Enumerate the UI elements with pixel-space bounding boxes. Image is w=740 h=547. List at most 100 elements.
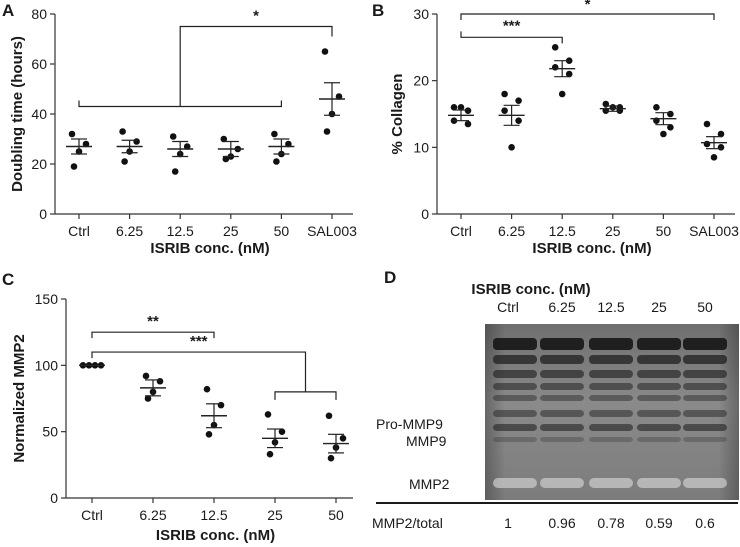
gel-ratio-value: 1	[504, 515, 512, 531]
panel-a-xtick-label: Ctrl	[68, 223, 90, 239]
gel-band	[589, 424, 633, 431]
panel-b-data-point	[558, 90, 566, 98]
panel-b-ytick-label: 20	[413, 73, 429, 89]
gel-band	[637, 338, 681, 350]
panel-c-y-axis-label: Normalized MMP2	[11, 334, 28, 462]
panel-c-sig-label: ***	[190, 333, 208, 350]
gel-band	[589, 370, 633, 378]
panel-b-data-point	[515, 97, 522, 104]
panel-b-data-point	[501, 90, 508, 98]
gel-band	[540, 370, 584, 378]
gel-band	[589, 395, 633, 401]
panel-c-xtick-label: 12.5	[200, 507, 227, 523]
panel-b-data-point	[565, 70, 573, 78]
gel-band	[493, 355, 537, 364]
gel-band	[589, 410, 633, 417]
gel-band	[589, 338, 633, 350]
gel-band	[589, 355, 633, 364]
panel-b-data-point	[717, 130, 725, 138]
panel-c-sig-bracket	[91, 331, 215, 339]
panel-c-sig-bracket	[91, 351, 307, 392]
panel-b-ytick-label: 30	[413, 6, 429, 22]
panel-a-data-point	[133, 138, 140, 145]
gel-band	[540, 437, 584, 442]
panel-c-data-point	[205, 431, 213, 438]
gel-band	[683, 395, 727, 401]
panel-a-chart: 0 20 40 60 80 Ctrl 6.25 12.5 25 50 SAL003 Doubling …	[9, 6, 357, 257]
gel-band-mmp2	[540, 478, 584, 488]
panel-b-data-point	[667, 110, 674, 118]
gel-lane-label: 25	[651, 299, 667, 315]
gel-band	[540, 338, 584, 350]
gel-band	[683, 424, 727, 431]
gel-ratio-value: 0.6	[695, 515, 715, 531]
gel-band	[589, 437, 633, 442]
panel-a-y-axis-label: Doubling time (hours)	[9, 36, 26, 192]
gel-lane-label: Ctrl	[497, 299, 519, 315]
gel-band	[683, 410, 727, 417]
panel-c-data-point	[144, 395, 152, 402]
panel-a-xtick-label: 12.5	[167, 223, 194, 239]
panel-a-data-point	[285, 140, 292, 148]
panel-b-data-point	[450, 104, 458, 111]
panel-b-data-point	[515, 117, 522, 124]
panel-a-xtick-label: 6.25	[116, 223, 143, 239]
panel-b-x-axis-label: ISRIB conc. (nM)	[532, 240, 651, 257]
gel-band	[493, 437, 537, 442]
panel-b-sig-label: *	[585, 0, 591, 13]
gel-band	[540, 355, 584, 364]
gel-band	[683, 437, 727, 442]
panel-a-data-point	[273, 158, 280, 165]
panel-b-data-point	[703, 120, 711, 128]
gel-title: ISRIB conc. (nM)	[471, 281, 590, 298]
panel-b-xtick-label: SAL003	[689, 223, 739, 239]
panel-c-data-point	[203, 385, 211, 393]
panel-b-sig-label: ***	[503, 17, 521, 34]
gel-band	[683, 383, 727, 390]
gel-band	[683, 370, 727, 378]
panel-c-sig-label: **	[147, 313, 159, 330]
panel-b-data-point	[457, 104, 465, 111]
panel-b-data-point	[501, 107, 508, 114]
panel-a-ytick-label: 40	[31, 106, 47, 122]
panel-a-data-point	[119, 128, 126, 135]
panel-b-data-point	[551, 64, 559, 71]
panel-a-ytick-label: 80	[31, 6, 47, 22]
panel-b-xtick-label: 25	[605, 223, 621, 239]
panel-c-data-point	[264, 411, 272, 418]
gel-band	[493, 370, 537, 378]
panel-c-data-point	[325, 412, 333, 420]
panel-b-data-point	[551, 44, 559, 51]
gel-band	[637, 355, 681, 364]
panel-b-ytick-label: 0	[421, 206, 429, 222]
gel-band-mmp2	[683, 478, 727, 488]
gel-band	[589, 383, 633, 390]
panel-a-data-point	[220, 135, 228, 143]
panel-c-chart: 0 50 100 150 Ctrl 6.25 12.5 25 50 Normalized MMP2…	[11, 291, 353, 544]
panel-b-sig-bracket	[460, 31, 563, 44]
panel-a-ytick-label: 0	[39, 206, 47, 222]
gel-lane-label: 6.25	[548, 299, 575, 315]
gel-band	[493, 395, 537, 401]
gel-band	[540, 410, 584, 417]
panel-a-data-point	[335, 93, 343, 100]
panel-a-data-point	[271, 130, 278, 138]
panel-c-data-point	[327, 454, 335, 462]
gel-ratio-value: 0.59	[645, 515, 672, 531]
panel-b-data-point	[710, 154, 718, 161]
panel-a-data-point	[121, 158, 128, 165]
panel-c-data-point	[278, 428, 286, 435]
panel-b-data-point	[653, 104, 660, 111]
gel-band-mmp2	[637, 478, 681, 488]
panel-b-sig-bracket	[460, 13, 715, 20]
gel-lane-label: 12.5	[597, 299, 624, 315]
panel-c-ytick-label: 100	[35, 357, 59, 373]
panel-b-data-point	[508, 144, 515, 151]
panel-b-xtick-label: 12.5	[549, 223, 576, 239]
gel-band	[637, 437, 681, 442]
panel-b-xtick-label: 6.25	[498, 223, 525, 239]
gel-band	[637, 395, 681, 401]
panel-b-data-point	[464, 120, 472, 128]
panel-a-data-point	[171, 168, 179, 175]
panel-c-sig-bracket	[274, 391, 337, 400]
